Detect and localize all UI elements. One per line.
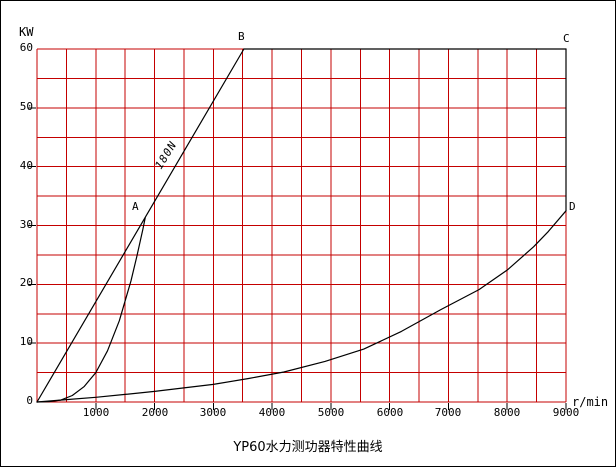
x-tick-label-8000: 8000: [493, 406, 521, 419]
curve-min-load-curve-O-D: [36, 210, 567, 403]
y-tick-label-60: 60: [19, 41, 33, 54]
x-tick-label-7000: 7000: [434, 406, 462, 419]
y-tick-label-0: 0: [26, 394, 33, 407]
point-label-c: C: [563, 32, 570, 45]
x-tick-label-9000: 9000: [552, 406, 580, 419]
point-label-d: D: [569, 200, 576, 213]
y-tick-label-30: 30: [19, 218, 33, 231]
chart-title: YP60水力测功器特性曲线: [233, 440, 383, 455]
x-tick-label-6000: 6000: [376, 406, 404, 419]
x-tick-label-4000: 4000: [258, 406, 286, 419]
point-label-b: B: [238, 30, 245, 43]
x-tick-label-2000: 2000: [141, 406, 169, 419]
y-axis-unit-label: KW: [19, 25, 34, 39]
x-tick-label-1000: 1000: [82, 406, 110, 419]
y-tick-label-10: 10: [19, 335, 33, 348]
y-tick-label-20: 20: [19, 276, 33, 289]
y-tick-label-50: 50: [19, 100, 33, 113]
point-label-a: A: [132, 200, 139, 213]
curve-constant-torque-line-O-B-180N: [36, 48, 245, 403]
y-tick-label-40: 40: [19, 159, 33, 172]
x-axis-unit-label: r/min: [572, 395, 609, 409]
x-tick-label-3000: 3000: [199, 406, 227, 419]
x-tick-label-5000: 5000: [317, 406, 345, 419]
